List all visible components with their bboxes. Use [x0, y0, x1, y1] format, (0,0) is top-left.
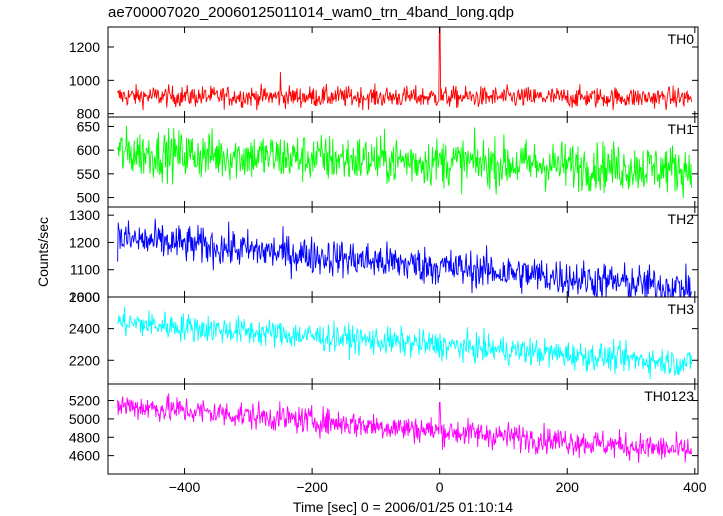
panel-frame — [107, 383, 699, 475]
y-tick-label: 1000 — [69, 289, 100, 305]
y-tick-label: 800 — [77, 106, 101, 122]
y-tick-label: 2200 — [69, 352, 100, 368]
y-tick-label: 600 — [77, 142, 101, 158]
series-line-th2 — [117, 218, 693, 297]
y-axis-label: Counts/sec — [35, 217, 51, 287]
chart-title: ae700007020_20060125011014_wam0_trn_4ban… — [108, 4, 514, 21]
y-tick-label: 4600 — [69, 448, 100, 464]
series-line-th0 — [117, 27, 693, 111]
y-tick-label: 4800 — [69, 429, 100, 445]
y-tick-label: 1300 — [69, 207, 100, 223]
y-tick-label: 2400 — [69, 321, 100, 337]
y-tick-label: 1200 — [69, 234, 100, 250]
y-tick-label: 550 — [77, 166, 101, 182]
series-line-th0123 — [117, 393, 693, 463]
series-label-th0: TH0 — [668, 31, 695, 47]
y-tick-label: 500 — [77, 190, 101, 206]
series-line-th3 — [117, 306, 693, 380]
y-tick-label: 5000 — [69, 411, 100, 427]
panel-th3: 2200 2400 2600 TH3 — [69, 289, 699, 385]
y-tick-label: 1100 — [70, 262, 100, 278]
series-label-th1: TH1 — [668, 121, 695, 137]
panel-th0123: 4600 4800 5000 5200 TH0123 — [69, 383, 699, 475]
panel-th0: 800 1000 1200 TH0 — [69, 26, 699, 122]
y-tick-label: 1000 — [69, 72, 100, 88]
x-tick-label: −400 — [169, 479, 201, 495]
x-tick-label: −200 — [296, 479, 328, 495]
y-tick-label: 5200 — [69, 393, 100, 409]
panel-th1: 500 550 600 650 TH1 — [77, 116, 699, 208]
series-line-th1 — [117, 125, 693, 199]
x-tick-label: 400 — [683, 479, 707, 495]
x-tick-label: 0 — [436, 479, 444, 495]
panel-frame — [107, 26, 699, 118]
series-label-th0123: TH0123 — [644, 388, 694, 404]
y-tick-label: 1200 — [69, 39, 100, 55]
x-tick-label: 200 — [556, 479, 580, 495]
panel-th2: 1000 1100 1200 1300 TH2 — [69, 206, 699, 305]
series-label-th3: TH3 — [668, 301, 695, 317]
y-tick-label: 2600 — [69, 289, 100, 305]
x-axis-label: Time [sec] 0 = 2006/01/25 01:10:14 — [293, 499, 513, 515]
series-label-th2: TH2 — [668, 211, 695, 227]
y-tick-label: 650 — [77, 118, 101, 134]
